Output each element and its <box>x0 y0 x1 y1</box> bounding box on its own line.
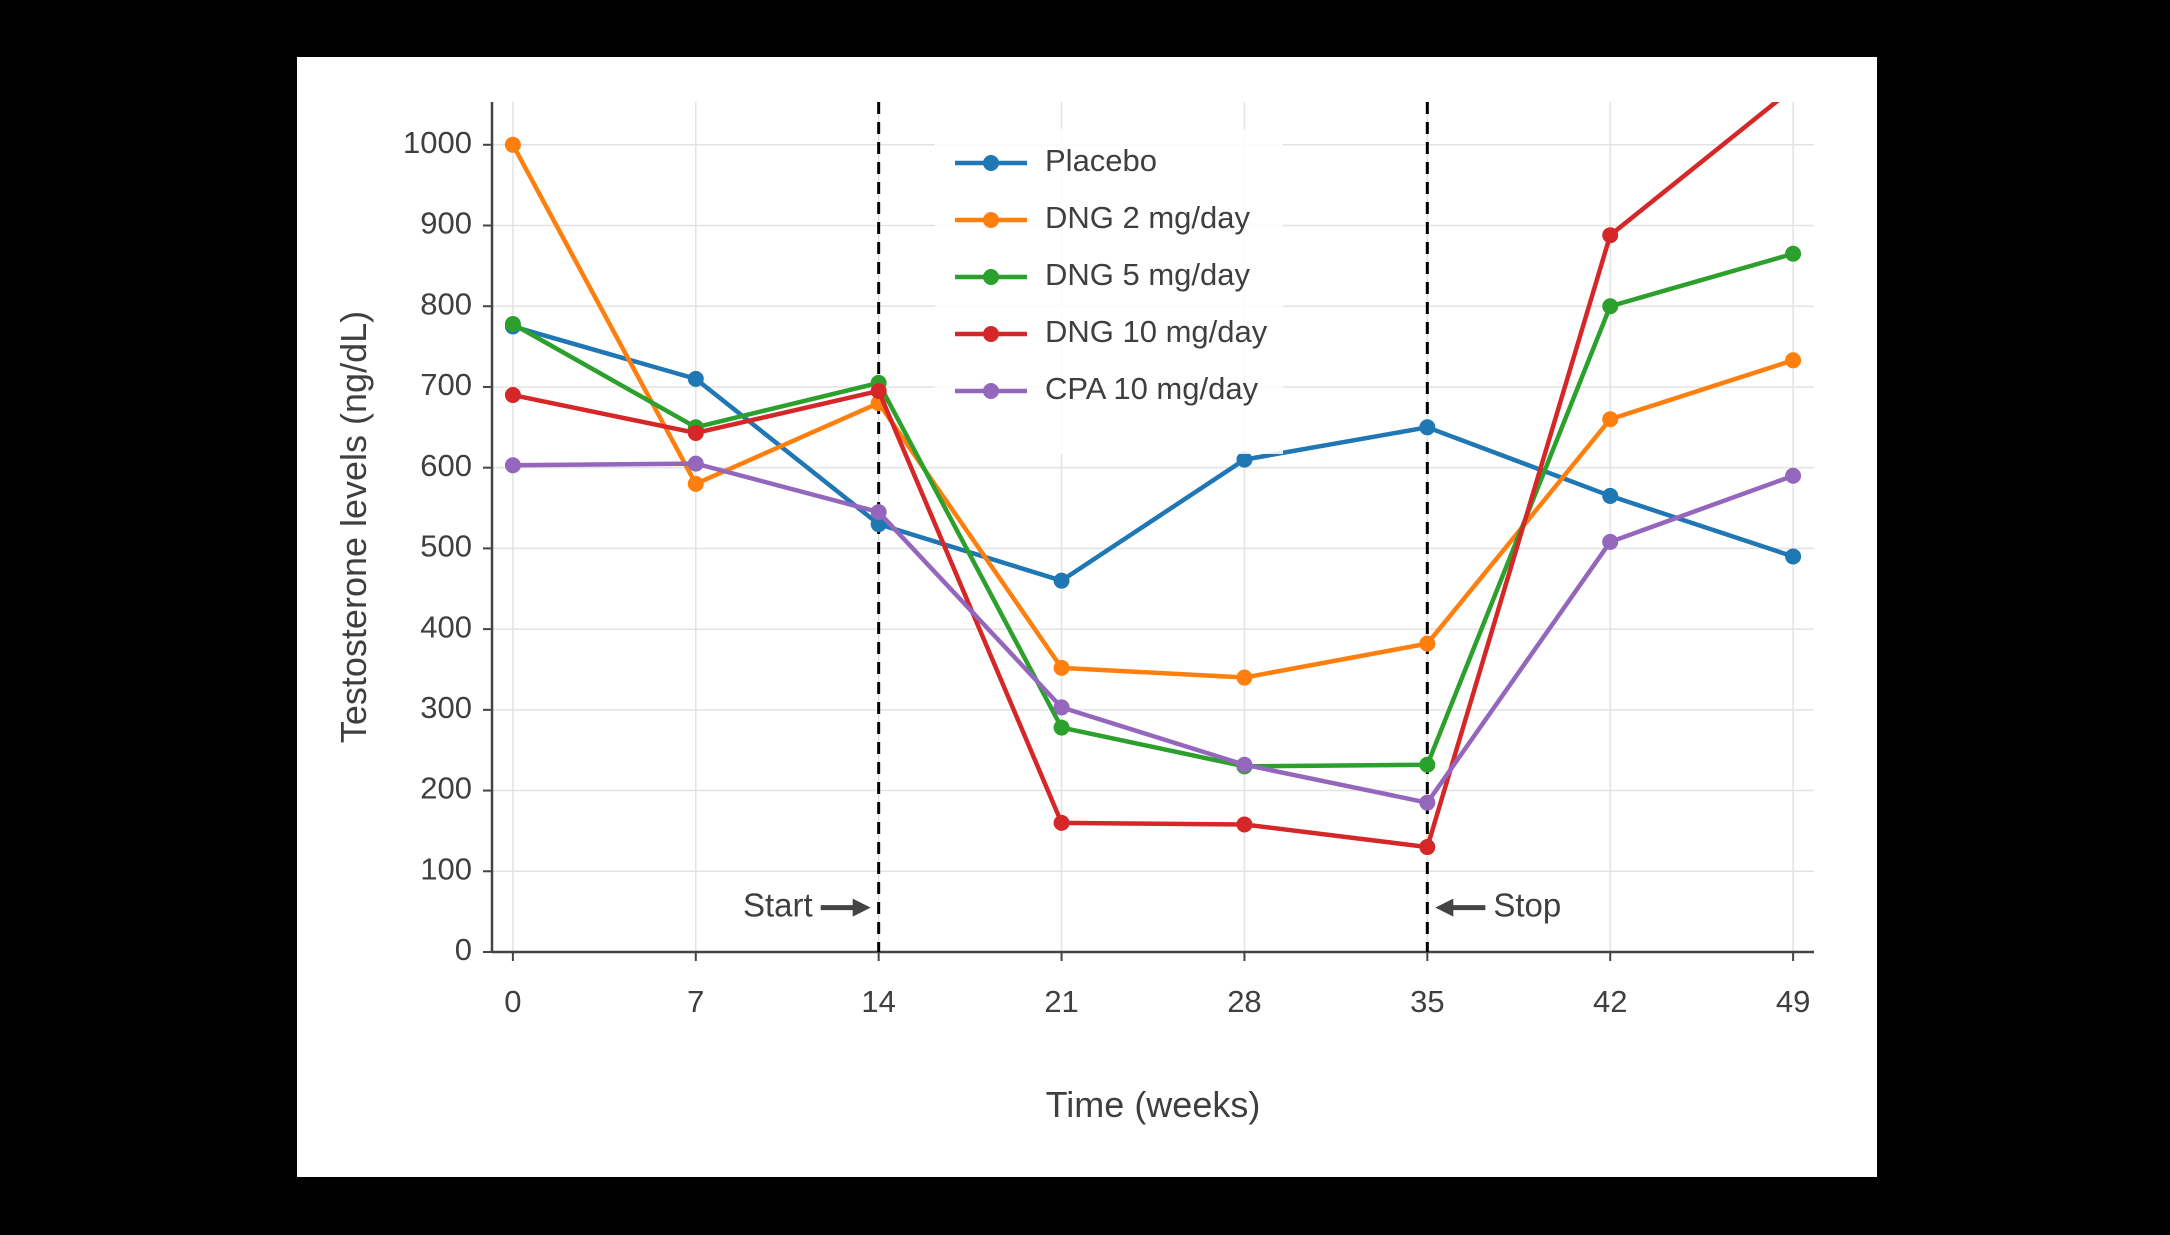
data-point <box>1236 756 1253 773</box>
data-point <box>1419 756 1436 773</box>
x-tick-label: 42 <box>1593 984 1627 1019</box>
data-point <box>1419 419 1436 436</box>
y-tick-label: 500 <box>420 529 472 564</box>
legend-marker-icon <box>983 326 999 342</box>
legend-label: Placebo <box>1045 143 1157 178</box>
data-point <box>1602 487 1619 504</box>
series-cpa-10-mg-day <box>504 455 1802 811</box>
data-point <box>1053 719 1070 736</box>
legend-label: DNG 2 mg/day <box>1045 200 1251 235</box>
legend: Placebo DNG 2 mg/day DNG 5 mg/day DNG 10 mg… <box>935 129 1283 454</box>
chart-card: 0 7 14 21 28 35 42 49 0 100 200 300 400 500 600 700 800 9… <box>297 57 1877 1177</box>
legend-marker-icon <box>983 383 999 399</box>
y-tick-label: 1000 <box>403 125 472 160</box>
legend-item-dng-10-mg-day[interactable]: DNG 10 mg/day <box>955 314 1268 349</box>
annotation-start: Start <box>743 886 871 923</box>
data-point <box>504 387 521 404</box>
x-tick-label: 49 <box>1776 984 1810 1019</box>
annotation-label: Stop <box>1493 886 1561 923</box>
data-point <box>1602 227 1619 244</box>
data-point <box>1785 352 1802 369</box>
y-axis-title: Testosterone levels (ng/dL) <box>333 310 374 744</box>
data-point <box>870 504 887 521</box>
legend-label: CPA 10 mg/day <box>1045 371 1259 406</box>
series-placebo <box>504 318 1802 589</box>
annotation-label: Start <box>743 886 813 923</box>
series-dng-10-mg-day <box>504 80 1801 856</box>
arrow-right-icon <box>852 898 871 917</box>
data-point <box>687 424 704 441</box>
legend-marker-icon <box>983 155 999 171</box>
y-tick-label: 0 <box>455 932 472 967</box>
annotation-stop: Stop <box>1435 886 1561 923</box>
data-point <box>1236 816 1253 833</box>
data-point <box>1053 699 1070 716</box>
data-point <box>1053 572 1070 589</box>
data-point <box>687 455 704 472</box>
legend-label: DNG 10 mg/day <box>1045 314 1268 349</box>
data-point <box>1602 298 1619 315</box>
data-point <box>1419 839 1436 856</box>
legend-item-cpa-10-mg-day[interactable]: CPA 10 mg/day <box>955 371 1259 406</box>
plot-area[interactable] <box>492 102 1814 952</box>
legend-item-dng-2-mg-day[interactable]: DNG 2 mg/day <box>955 200 1251 235</box>
data-point <box>1785 548 1802 565</box>
data-point <box>1785 80 1801 96</box>
y-tick-label: 700 <box>420 367 472 402</box>
x-tick-label: 35 <box>1410 984 1444 1019</box>
chart-svg: 0 7 14 21 28 35 42 49 0 100 200 300 400 500 600 700 800 9… <box>403 80 1814 1019</box>
x-tick-label: 28 <box>1227 984 1261 1019</box>
data-point <box>1602 411 1619 428</box>
data-point <box>1419 794 1436 811</box>
legend-label: DNG 5 mg/day <box>1045 257 1251 292</box>
y-tick-label: 600 <box>420 448 472 483</box>
data-point <box>687 475 704 492</box>
data-point <box>870 516 887 533</box>
data-point <box>687 370 704 387</box>
legend-marker-icon <box>983 212 999 228</box>
data-point <box>1236 451 1253 468</box>
series-line-dng-5-mg-day <box>510 251 1796 769</box>
data-point <box>504 457 521 474</box>
x-tick-label: 0 <box>504 984 521 1019</box>
y-tick-label: 900 <box>420 206 472 241</box>
y-tick-label: 100 <box>420 851 472 886</box>
legend-marker-icon <box>983 269 999 285</box>
data-point <box>870 382 887 399</box>
legend-background <box>935 129 1283 454</box>
x-tick-label: 21 <box>1044 984 1078 1019</box>
legend-item-placebo[interactable]: Placebo <box>955 143 1157 178</box>
data-point <box>1236 669 1253 686</box>
data-point <box>504 136 521 153</box>
series-line-cpa-10-mg-day <box>510 461 1796 805</box>
y-tick-label: 400 <box>420 609 472 644</box>
y-tick-label: 200 <box>420 771 472 806</box>
series-layer <box>504 80 1802 856</box>
arrow-left-icon <box>1435 898 1454 917</box>
data-point <box>1785 467 1802 484</box>
y-tick-label: 800 <box>420 286 472 321</box>
data-point <box>1785 245 1802 262</box>
data-point <box>1053 659 1070 676</box>
data-point <box>1053 814 1070 831</box>
data-point <box>1419 635 1436 652</box>
x-tick-label: 14 <box>861 984 895 1019</box>
data-point <box>1602 533 1619 550</box>
y-tick-label: 300 <box>420 690 472 725</box>
data-point <box>504 315 521 332</box>
x-axis-title: Time (weeks) <box>1045 1084 1261 1125</box>
series-line-placebo <box>510 324 1796 583</box>
x-tick-label: 7 <box>687 984 704 1019</box>
series-line-dng-10-mg-day <box>510 102 1780 850</box>
tick-layer: 0 7 14 21 28 35 42 49 0 100 200 300 400 500 600 700 800 9… <box>403 125 1810 1019</box>
legend-item-dng-5-mg-day[interactable]: DNG 5 mg/day <box>955 257 1251 292</box>
